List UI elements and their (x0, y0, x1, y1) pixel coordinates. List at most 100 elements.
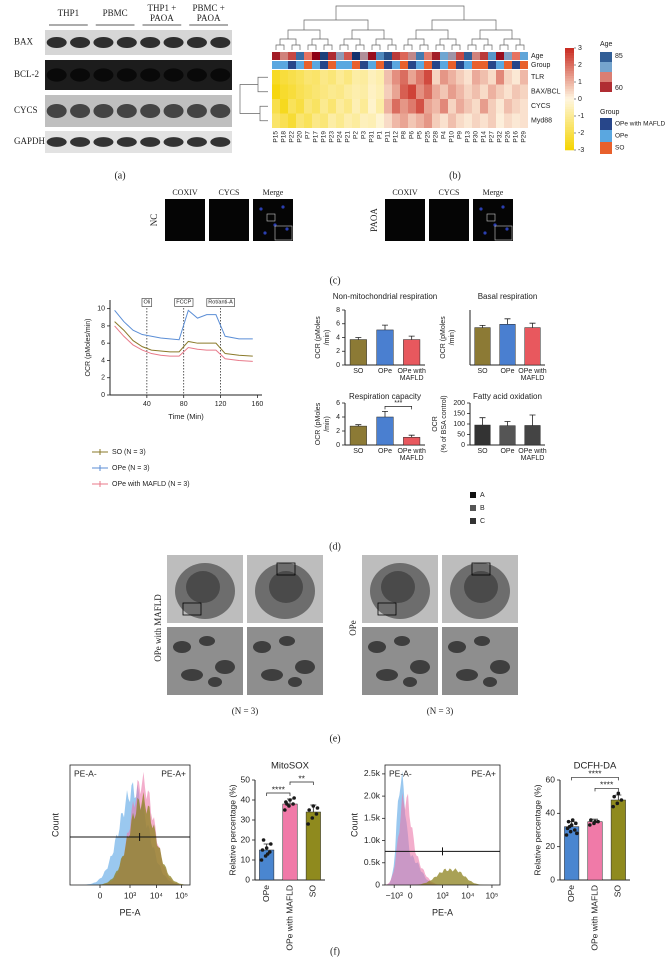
panel-label: (c) (329, 275, 340, 286)
heat-cell (448, 113, 456, 128)
x-axis-label: Time (Min) (168, 412, 204, 421)
heat-cell (304, 70, 312, 85)
micrograph (429, 199, 469, 241)
group-legend-box (600, 130, 612, 142)
gate-label: PE-A+ (161, 768, 186, 778)
heat-cell (312, 70, 320, 85)
heat-cell (520, 113, 528, 128)
panel-label: (f) (330, 946, 340, 957)
heat-cell (440, 70, 448, 85)
error-bar (504, 421, 511, 426)
x-tick-label: 160 (252, 401, 264, 408)
column-label: PAOA (150, 13, 174, 23)
chart-title: Basal respiration (478, 292, 538, 301)
data-point (269, 842, 273, 846)
heat-cell (440, 113, 448, 128)
colorbar-slice (565, 114, 574, 118)
age-cell (280, 52, 288, 60)
heat-cell (480, 99, 488, 114)
group-cell (440, 61, 448, 69)
histogram-fill (70, 792, 190, 885)
series-line (114, 325, 253, 362)
data-point (307, 808, 312, 812)
heat-cell (440, 84, 448, 99)
heat-cell (368, 113, 376, 128)
heat-cell (408, 70, 416, 85)
y-tick-label: 10 (241, 854, 251, 864)
age-cell (288, 52, 296, 60)
column-label: P22 (289, 131, 296, 143)
nucleus (186, 571, 220, 603)
colorbar-slice (565, 81, 574, 84)
x-tick-label: SO (353, 368, 364, 375)
legend-swatch (470, 505, 476, 511)
colorbar-slice (565, 127, 574, 130)
age-legend-box (600, 72, 612, 82)
colorbar-slice (565, 106, 574, 110)
heat-cell (368, 99, 376, 114)
y-tick-label: 2 (336, 348, 340, 355)
micrograph (165, 199, 205, 241)
column-label: P4 (441, 131, 448, 139)
colorbar-slice (565, 119, 574, 123)
gate-label: PE-A- (389, 768, 412, 778)
mitochondrion (368, 641, 386, 653)
error-bar (504, 318, 511, 325)
blot-band (186, 37, 207, 48)
y-tick-label: 0 (375, 879, 380, 889)
row-label: Group (531, 62, 551, 69)
column-label: P31 (369, 131, 376, 143)
y-axis-label: OCR (pMoles (315, 402, 322, 445)
error-bar (408, 434, 415, 438)
dendrogram (339, 44, 349, 50)
significance-bracket (289, 781, 314, 785)
heat-cell (432, 84, 440, 99)
heat-cell (472, 70, 480, 85)
blot-band (163, 137, 184, 147)
series-line (114, 309, 253, 341)
heat-cell (464, 113, 472, 128)
dendrogram (323, 44, 333, 50)
heat-cell (344, 70, 352, 85)
nucleus (483, 231, 487, 235)
blot-band (210, 68, 231, 82)
group-cell (464, 61, 472, 69)
dendrogram (287, 29, 321, 39)
bar (524, 327, 541, 366)
data-point (596, 819, 600, 824)
heat-cell (384, 84, 392, 99)
inset (494, 225, 513, 241)
blot-band (163, 68, 184, 82)
dendrogram (279, 38, 297, 45)
nucleus (269, 571, 303, 603)
y-axis-label: Count (349, 813, 359, 838)
y-tick-label: 6 (336, 400, 340, 407)
x-tick-label: OPe (500, 368, 515, 375)
dendrogram (479, 29, 513, 39)
colorbar-slice (565, 124, 574, 128)
error-bar (479, 325, 486, 328)
heat-cell (456, 84, 464, 99)
mitochondrion (215, 660, 235, 674)
row-label: BCL-2 (14, 69, 39, 79)
zoom-box (377, 602, 397, 616)
injection-label: Rot/anti-A (208, 299, 233, 305)
age-cell (472, 52, 480, 60)
x-tick-label: 0 (98, 890, 103, 900)
injection-box (174, 298, 194, 307)
data-point (288, 798, 292, 802)
x-tick-label-box: OPe (378, 368, 392, 375)
age-cell (360, 52, 368, 60)
age-cell (304, 52, 312, 60)
dendrogram (503, 38, 521, 45)
column-label: P14 (481, 131, 488, 143)
heat-cell (360, 113, 368, 128)
heat-cell (272, 70, 280, 85)
heat-cell (512, 70, 520, 85)
heat-cell (392, 70, 400, 85)
y-tick-label: 100 (453, 421, 465, 428)
age-cell (344, 52, 352, 60)
group-cell (280, 61, 288, 69)
data-point (564, 833, 569, 837)
column-label: P20 (297, 131, 304, 143)
